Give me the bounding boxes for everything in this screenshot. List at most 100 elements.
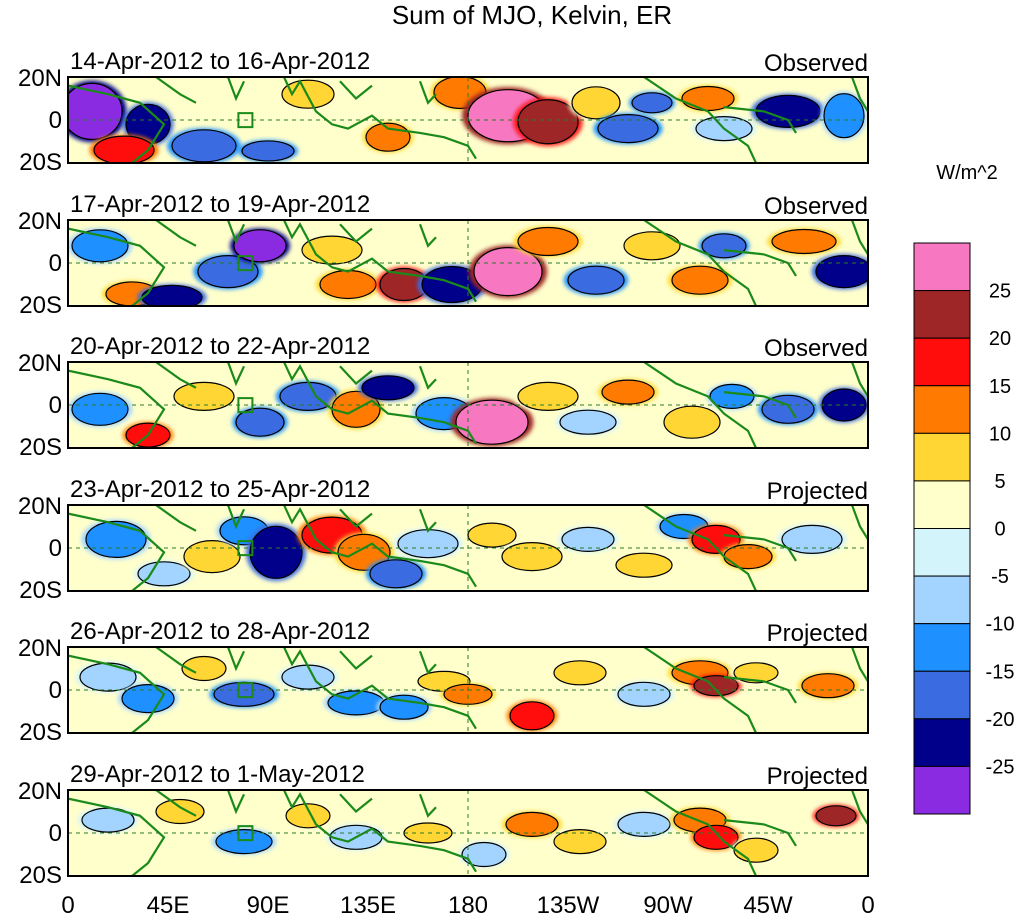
panel-status: Projected xyxy=(767,763,868,790)
panel-status: Observed xyxy=(764,335,868,362)
coastline xyxy=(68,512,166,591)
map-panel: 17-Apr-2012 to 19-Apr-2012 Observed 20N 0 20… xyxy=(18,191,869,319)
anomaly-contour xyxy=(517,99,579,145)
anomaly-field xyxy=(75,655,858,732)
panel-status: Projected xyxy=(767,478,868,505)
colorbar-units: W/m^2 xyxy=(936,162,998,184)
coastline xyxy=(418,80,437,105)
anomaly-contour xyxy=(235,407,285,437)
anomaly-contour xyxy=(733,662,779,684)
coastline xyxy=(155,77,197,104)
coastline xyxy=(155,505,197,532)
anomaly-contour xyxy=(233,229,287,263)
coastline xyxy=(283,647,477,730)
colorbar-swatch xyxy=(913,623,971,672)
anomaly-contour xyxy=(85,520,147,559)
anomaly-contour xyxy=(597,114,659,144)
anomaly-contour xyxy=(285,803,331,829)
map-frame xyxy=(67,646,869,734)
anomaly-contour xyxy=(553,660,607,686)
anomaly-contour xyxy=(615,552,673,578)
anomaly-contour xyxy=(571,86,621,120)
anomaly-contour xyxy=(121,683,175,714)
coastline xyxy=(155,362,197,389)
anomaly-contour xyxy=(137,561,191,587)
anomaly-contour xyxy=(455,399,529,445)
anomaly-field xyxy=(68,226,868,306)
coastline xyxy=(68,369,166,448)
anomaly-contour xyxy=(93,135,155,163)
anomaly-contour xyxy=(171,129,237,163)
anomaly-contour xyxy=(68,82,123,140)
anomaly-field xyxy=(78,798,859,868)
anomaly-contour xyxy=(761,394,815,424)
anomaly-contour xyxy=(553,828,607,855)
anomaly-contour xyxy=(733,837,779,863)
anomaly-contour xyxy=(623,231,681,261)
latitude-tick-label: 20S xyxy=(19,862,62,889)
panel-status: Observed xyxy=(764,193,868,220)
anomaly-contour xyxy=(173,381,235,411)
longitude-tick-label: 45W xyxy=(743,892,793,919)
anomaly-contour xyxy=(379,694,429,720)
longitude-tick-label: 90E xyxy=(247,892,290,919)
anomaly-contour xyxy=(815,805,857,827)
coastline xyxy=(850,647,868,682)
anomaly-contour xyxy=(617,681,671,707)
coastline xyxy=(68,797,166,876)
latitude-tick-label: 20N xyxy=(18,350,62,377)
anomaly-contour xyxy=(781,524,843,555)
colorbar-swatch xyxy=(913,290,971,339)
coastlines xyxy=(68,790,868,876)
anomaly-contour xyxy=(601,379,655,405)
longitude-tick-label: 90W xyxy=(643,892,693,919)
colorbar-label: 25 xyxy=(989,281,1011,303)
coastline xyxy=(723,106,797,134)
coastline xyxy=(339,650,373,670)
coastline xyxy=(723,534,797,562)
map-frame xyxy=(67,219,869,307)
anomaly-contour xyxy=(71,392,129,426)
colorbar-label: -25 xyxy=(986,756,1015,778)
coastline xyxy=(723,249,797,277)
latitude-tick-label: 0 xyxy=(49,250,62,277)
anomaly-contour xyxy=(155,798,205,825)
anomaly-contour xyxy=(517,226,579,257)
anomaly-contour xyxy=(361,375,415,401)
colorbar-swatch xyxy=(913,670,971,720)
colorbar-label: -20 xyxy=(986,709,1015,731)
coastline xyxy=(418,223,437,248)
colorbar-label: 15 xyxy=(989,376,1011,398)
anomaly-contour xyxy=(801,673,855,699)
coastline xyxy=(339,793,373,813)
colorbar-swatch xyxy=(913,765,971,815)
panel-status: Observed xyxy=(764,50,868,77)
anomaly-contour xyxy=(213,681,275,707)
coastline xyxy=(226,647,245,672)
latitude-tick-label: 20N xyxy=(18,778,62,805)
panel-date-range: 26-Apr-2012 to 28-Apr-2012 xyxy=(70,618,370,645)
coastline xyxy=(339,508,373,528)
map-panel: 29-Apr-2012 to 1-May-2012 Projected 20N 0 20… xyxy=(18,761,869,889)
map-frame xyxy=(67,504,869,592)
anomaly-contour xyxy=(397,529,459,559)
coastline xyxy=(723,391,797,419)
latitude-tick-label: 0 xyxy=(49,107,62,134)
map-frame xyxy=(67,789,869,877)
map-frame xyxy=(67,361,869,449)
colorbar-label: -15 xyxy=(986,661,1015,683)
coastline xyxy=(283,77,477,160)
coastlines xyxy=(68,647,868,733)
coastlines xyxy=(68,505,868,591)
anomaly-contour xyxy=(241,140,295,162)
coastline xyxy=(723,819,797,847)
latitude-tick-label: 20N xyxy=(18,493,62,520)
colorbar: 25 20 15 10 5 0 -5 -10 -15 -20 -25 W/m^2 xyxy=(913,162,1015,815)
coastline xyxy=(418,508,437,533)
latitude-tick-label: 20S xyxy=(19,292,62,319)
colorbar-swatch xyxy=(913,432,971,482)
coastline xyxy=(283,790,477,873)
anomaly-contour xyxy=(79,662,137,692)
longitude-tick-label: 0 xyxy=(61,892,74,919)
latitude-tick-label: 0 xyxy=(49,820,62,847)
